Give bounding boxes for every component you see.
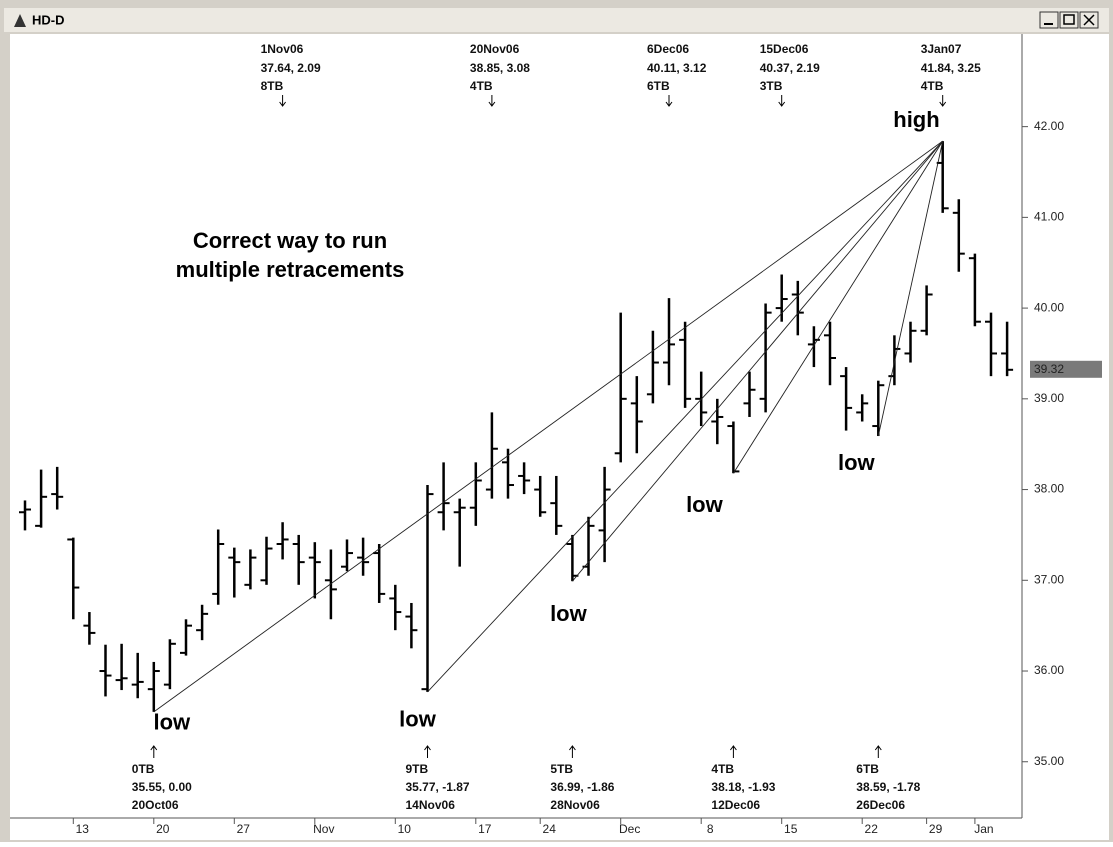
pivot-tb: 9TB (406, 762, 429, 776)
annotation: multiple retracements (176, 257, 405, 282)
pivot-date: 28Nov06 (550, 798, 600, 812)
y-tick-label: 38.00 (1034, 482, 1064, 496)
pivot-tb: 5TB (550, 762, 573, 776)
x-tick-label: 27 (237, 822, 251, 836)
x-tick-label: 10 (398, 822, 412, 836)
swing-label: low (153, 710, 191, 735)
pivot-date: 26Dec06 (856, 798, 905, 812)
y-tick-label: 41.00 (1034, 210, 1064, 224)
pivot-date: 1Nov06 (261, 42, 304, 56)
x-tick-label: Dec (619, 822, 640, 836)
pivot-arrow (939, 95, 947, 107)
x-tick-label: Jan (974, 822, 993, 836)
x-tick-label: 29 (929, 822, 943, 836)
pivot-arrow (665, 95, 673, 107)
title-bar (4, 8, 1109, 32)
pivot-date: 12Dec06 (711, 798, 760, 812)
annotation: Correct way to run (193, 228, 387, 253)
pivot-tb: 6TB (856, 762, 879, 776)
swing-label: low (686, 492, 724, 517)
pivot-tb: 4TB (921, 79, 944, 93)
pivot-date: 20Nov06 (470, 42, 520, 56)
x-tick-label: 15 (784, 822, 798, 836)
x-tick-label: 22 (865, 822, 879, 836)
swing-label: high (893, 107, 939, 132)
swing-label: low (550, 601, 588, 626)
retracement-line (572, 140, 944, 582)
pivot-tb: 4TB (470, 79, 493, 93)
retracement-line (427, 140, 944, 693)
x-tick-label: Nov (313, 822, 334, 836)
x-tick-label: 20 (156, 822, 170, 836)
minimize-button[interactable] (1039, 11, 1059, 29)
pivot-price: 41.84, 3.25 (921, 61, 981, 75)
y-tick-label: 39.00 (1034, 391, 1064, 405)
pivot-tb: 6TB (647, 79, 670, 93)
pivot-arrow (150, 745, 158, 758)
y-tick-label: 42.00 (1034, 119, 1064, 133)
x-tick-label: 24 (543, 822, 557, 836)
y-tick-label: 37.00 (1034, 572, 1064, 586)
pivot-date: 14Nov06 (406, 798, 456, 812)
app-icon (14, 14, 26, 27)
pivot-date: 15Dec06 (760, 42, 809, 56)
pivot-arrow (424, 745, 431, 758)
pivot-date: 6Dec06 (647, 42, 689, 56)
x-tick-label: 17 (478, 822, 492, 836)
y-tick-label: 36.00 (1034, 663, 1064, 677)
pivot-arrow (279, 95, 286, 107)
pivot-price: 38.85, 3.08 (470, 61, 530, 75)
pivot-arrow (730, 745, 737, 758)
swing-label: low (399, 707, 437, 732)
pivot-tb: 0TB (132, 762, 155, 776)
pivot-tb: 4TB (711, 762, 734, 776)
retracement-line (733, 140, 944, 474)
retracement-line (153, 140, 943, 713)
retracement-line (877, 141, 944, 437)
pivot-arrow (778, 95, 786, 107)
pivot-arrow (488, 95, 496, 107)
pivot-date: 3Jan07 (921, 42, 962, 56)
pivot-price: 36.99, -1.86 (550, 780, 614, 794)
pivot-tb: 8TB (261, 79, 284, 93)
y-tick-label: 35.00 (1034, 754, 1064, 768)
window-buttons[interactable] (1039, 11, 1099, 29)
pivot-price: 38.18, -1.93 (711, 780, 775, 794)
pivot-price: 38.59, -1.78 (856, 780, 920, 794)
price-axis (1022, 34, 1109, 818)
x-tick-label: 13 (76, 822, 90, 836)
pivot-price: 35.55, 0.00 (132, 780, 192, 794)
x-tick-label: 8 (707, 822, 714, 836)
pivot-price: 35.77, -1.87 (406, 780, 470, 794)
pivot-tb: 3TB (760, 79, 783, 93)
pivot-arrow (874, 745, 882, 758)
pivot-date: 20Oct06 (132, 798, 179, 812)
pivot-price: 40.37, 2.19 (760, 61, 820, 75)
pivot-price: 37.64, 2.09 (261, 61, 321, 75)
last-price-box (1030, 360, 1102, 378)
plot-area (10, 34, 1022, 818)
swing-label: low (838, 450, 876, 475)
pivot-arrow (569, 745, 576, 758)
y-tick-label: 40.00 (1034, 300, 1064, 314)
last-price-label: 39.32 (1034, 362, 1064, 376)
window-title: HD-D (32, 12, 65, 27)
pivot-price: 40.11, 3.12 (647, 61, 707, 75)
date-axis (10, 818, 1109, 840)
